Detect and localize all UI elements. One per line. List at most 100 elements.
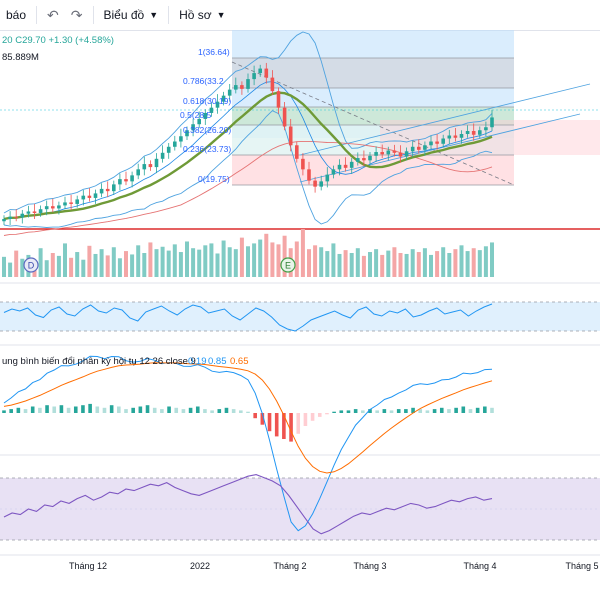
volume-bar: [239, 237, 244, 277]
macd-histogram-bar: [389, 410, 394, 413]
rsi-band: [0, 302, 600, 331]
macd-histogram-bar: [282, 413, 286, 439]
volume-bar: [386, 250, 391, 277]
fib-level-label: 0.618(30.19): [183, 96, 231, 106]
macd-histogram-bar: [296, 413, 301, 434]
volume-bar: [81, 259, 86, 277]
volume-bar: [191, 248, 196, 277]
macd-histogram-bar: [88, 403, 92, 413]
profile-menu-button[interactable]: Hồ sơ ▼: [173, 0, 231, 30]
macd-histogram-bar: [66, 407, 71, 413]
chevron-down-icon: ▼: [149, 10, 159, 20]
candle: [435, 134, 439, 150]
volume-bar: [63, 243, 67, 277]
candle: [215, 94, 220, 114]
bollinger-upper: [3, 31, 493, 214]
volume-bar: [203, 245, 208, 277]
fib-level-label: 0.786(33.2: [183, 76, 224, 86]
stoch-pane: [3, 474, 493, 535]
volume-bar: [276, 244, 281, 277]
volume-bar: [416, 252, 421, 277]
macd-histogram-bar: [375, 410, 379, 413]
volume-bar: [99, 249, 104, 277]
candle: [227, 83, 232, 102]
macd-histogram-bar: [425, 410, 430, 413]
fib-level-label: 1(36.64): [198, 47, 230, 57]
candle: [20, 209, 25, 224]
candle: [282, 102, 287, 131]
macd-histogram-bar: [195, 406, 200, 413]
volume-bar: [124, 251, 128, 277]
macd-histogram-bar: [109, 405, 114, 413]
ma-medium-green: [3, 91, 493, 221]
macd-histogram-bar: [475, 407, 480, 413]
macd-histogram-bar: [52, 406, 57, 413]
earnings-marker[interactable]: E: [280, 257, 296, 273]
candle: [63, 196, 67, 210]
volume-bar: [404, 253, 409, 277]
candle: [75, 195, 79, 208]
volume-bar: [209, 243, 214, 277]
volume-bar: [160, 246, 165, 277]
macd-histogram-bar: [231, 409, 236, 413]
volume-bar: [380, 254, 385, 277]
volume-bar: [50, 253, 55, 277]
macd-histogram-bar: [38, 407, 42, 413]
time-label: Tháng 4: [463, 561, 496, 571]
svg-text:E: E: [285, 261, 291, 271]
volume-bar: [313, 245, 318, 277]
candle: [484, 121, 488, 137]
redo-icon[interactable]: ↷: [70, 6, 83, 23]
macd-histogram-bar: [138, 406, 143, 413]
macd-histogram-bar: [59, 405, 64, 413]
volume-bar: [117, 258, 122, 277]
volume-bar: [258, 239, 263, 277]
candle: [429, 135, 433, 150]
candle: [14, 209, 18, 222]
volume-bar: [294, 241, 299, 277]
toolbar-separator: [36, 6, 38, 24]
stoch-line: [3, 474, 493, 535]
fib-level-label: 0.236(23.73): [183, 144, 231, 154]
volume-bar: [75, 252, 80, 277]
macd-histogram-bar: [317, 413, 322, 417]
volume-bar: [343, 250, 348, 277]
time-axis: Tháng 12 2022 Tháng 2 Tháng 3 Tháng 4 Th…: [69, 561, 599, 571]
volume-bar: [69, 257, 74, 277]
volume-bar: [148, 242, 153, 277]
candle: [459, 130, 464, 144]
fib-level-label: 0.382(26.20): [183, 125, 231, 135]
fib-zone-grey: [232, 58, 514, 88]
candle: [392, 144, 397, 157]
volume-bar: [337, 253, 342, 277]
macd-histogram-bar: [9, 409, 13, 413]
volume-bars: [2, 229, 494, 277]
candle: [57, 201, 61, 215]
volume-bar: [142, 253, 147, 277]
macd-histogram-bar: [210, 410, 214, 413]
partial-menu-label[interactable]: báo: [6, 8, 27, 22]
macd-histogram-bar: [145, 405, 150, 413]
dividend-marker[interactable]: D: [23, 257, 39, 273]
candle: [343, 157, 348, 172]
candle: [93, 189, 98, 204]
macd-histogram-bar: [188, 407, 193, 413]
candle: [362, 150, 366, 167]
macd-histogram-bar: [274, 413, 279, 437]
volume-bar: [325, 251, 330, 277]
candle: [276, 87, 281, 114]
volume-bar: [130, 254, 135, 277]
macd-histogram-bar: [368, 409, 372, 413]
candle: [87, 188, 92, 202]
candle: [234, 77, 238, 94]
undo-icon[interactable]: ↶: [47, 6, 59, 23]
fib-level-label: 0(19.75): [198, 174, 230, 184]
candle: [465, 125, 470, 138]
macd-histogram-bar: [339, 410, 344, 413]
candle: [246, 73, 250, 93]
candle: [2, 215, 6, 225]
chart-menu-button[interactable]: Biểu đồ ▼: [98, 0, 165, 30]
volume-bar: [221, 240, 226, 277]
volume-bar: [111, 247, 116, 277]
